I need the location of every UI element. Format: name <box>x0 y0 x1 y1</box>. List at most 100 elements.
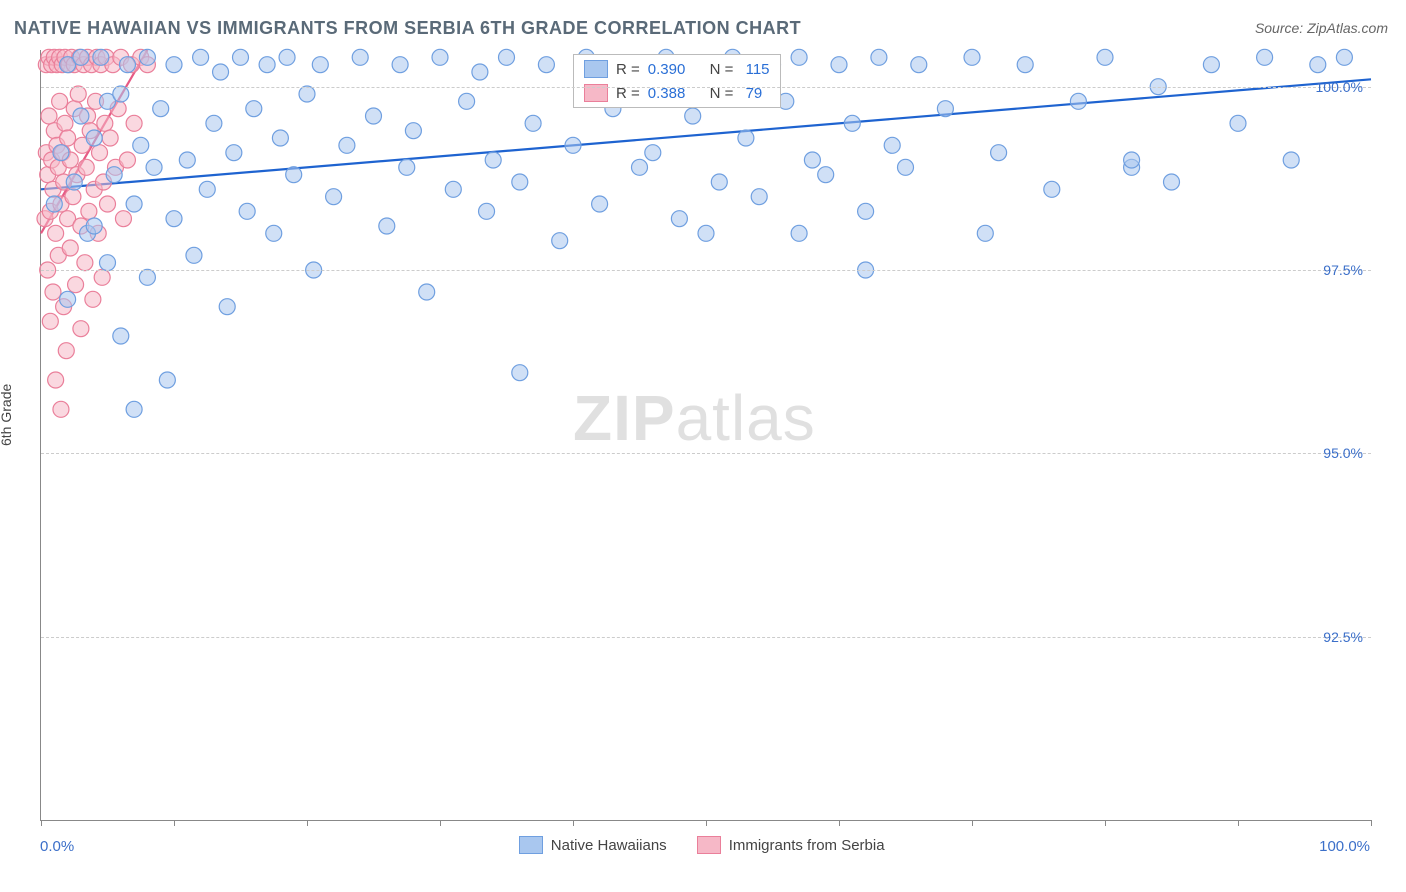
point-series-a <box>1310 57 1326 73</box>
point-series-a <box>126 196 142 212</box>
point-series-a <box>166 211 182 227</box>
point-series-a <box>479 203 495 219</box>
point-series-a <box>937 101 953 117</box>
point-series-a <box>405 123 421 139</box>
point-series-a <box>93 49 109 65</box>
point-series-b <box>73 321 89 337</box>
point-series-a <box>1230 115 1246 131</box>
scatter-points-layer <box>41 50 1371 820</box>
point-series-a <box>499 49 515 65</box>
point-series-a <box>472 64 488 80</box>
point-series-a <box>113 86 129 102</box>
point-series-a <box>266 225 282 241</box>
point-series-b <box>126 115 142 131</box>
point-series-a <box>1070 93 1086 109</box>
point-series-a <box>259 57 275 73</box>
point-series-a <box>1283 152 1299 168</box>
y-tick-label: 95.0% <box>1323 445 1363 461</box>
point-series-a <box>339 137 355 153</box>
point-series-a <box>1097 49 1113 65</box>
point-series-a <box>991 145 1007 161</box>
point-series-a <box>146 159 162 175</box>
point-series-a <box>525 115 541 131</box>
x-tick <box>1371 820 1372 826</box>
point-series-a <box>60 291 76 307</box>
legend-label-b: Immigrants from Serbia <box>729 837 885 854</box>
point-series-a <box>153 101 169 117</box>
point-series-b <box>41 108 57 124</box>
point-series-a <box>279 49 295 65</box>
point-series-a <box>119 57 135 73</box>
point-series-a <box>698 225 714 241</box>
point-series-b <box>115 211 131 227</box>
point-series-b <box>52 93 68 109</box>
point-series-a <box>432 49 448 65</box>
point-series-a <box>818 167 834 183</box>
point-series-b <box>97 115 113 131</box>
point-series-a <box>53 145 69 161</box>
point-series-b <box>48 225 64 241</box>
point-series-a <box>485 152 501 168</box>
point-series-b <box>78 159 94 175</box>
point-series-a <box>791 225 807 241</box>
point-series-a <box>233 49 249 65</box>
x-tick <box>174 820 175 826</box>
gridline <box>41 637 1371 638</box>
point-series-a <box>898 159 914 175</box>
point-series-b <box>57 115 73 131</box>
point-series-b <box>77 255 93 271</box>
point-series-b <box>81 203 97 219</box>
point-series-a <box>126 401 142 417</box>
point-series-a <box>1336 49 1352 65</box>
point-series-a <box>326 189 342 205</box>
point-series-a <box>312 57 328 73</box>
point-series-a <box>299 86 315 102</box>
point-series-a <box>964 49 980 65</box>
stats-legend-row: R =0.388 N = 79 <box>574 81 780 105</box>
point-series-a <box>392 57 408 73</box>
x-tick <box>1238 820 1239 826</box>
source-attribution: Source: ZipAtlas.com <box>1255 20 1388 36</box>
legend-swatch-b <box>697 836 721 854</box>
gridline <box>41 453 1371 454</box>
point-series-a <box>219 299 235 315</box>
plot-area: ZIPatlas R =0.390 N = 115R =0.388 N = 79… <box>40 50 1371 821</box>
point-series-a <box>1017 57 1033 73</box>
point-series-a <box>565 137 581 153</box>
point-series-a <box>1044 181 1060 197</box>
point-series-a <box>884 137 900 153</box>
series-legend: Native Hawaiians Immigrants from Serbia <box>519 836 885 854</box>
point-series-b <box>85 291 101 307</box>
x-tick <box>307 820 308 826</box>
stat-r-value: 0.390 <box>648 61 686 78</box>
point-series-a <box>379 218 395 234</box>
point-series-b <box>102 130 118 146</box>
y-axis-label: 6th Grade <box>0 384 14 446</box>
point-series-a <box>186 247 202 263</box>
point-series-a <box>632 159 648 175</box>
point-series-a <box>352 49 368 65</box>
point-series-a <box>206 115 222 131</box>
x-tick <box>839 820 840 826</box>
point-series-a <box>844 115 860 131</box>
x-tick <box>972 820 973 826</box>
legend-label-a: Native Hawaiians <box>551 837 667 854</box>
y-tick-label: 100.0% <box>1316 79 1363 95</box>
point-series-a <box>73 49 89 65</box>
stat-n-label: N = <box>710 61 734 78</box>
point-series-a <box>46 196 62 212</box>
point-series-a <box>911 57 927 73</box>
point-series-b <box>94 269 110 285</box>
point-series-a <box>193 49 209 65</box>
point-series-a <box>166 57 182 73</box>
point-series-a <box>86 218 102 234</box>
point-series-a <box>512 174 528 190</box>
point-series-a <box>538 57 554 73</box>
point-series-b <box>48 372 64 388</box>
point-series-a <box>1124 152 1140 168</box>
point-series-a <box>246 101 262 117</box>
point-series-a <box>199 181 215 197</box>
point-series-a <box>399 159 415 175</box>
point-series-b <box>100 196 116 212</box>
point-series-b <box>53 401 69 417</box>
